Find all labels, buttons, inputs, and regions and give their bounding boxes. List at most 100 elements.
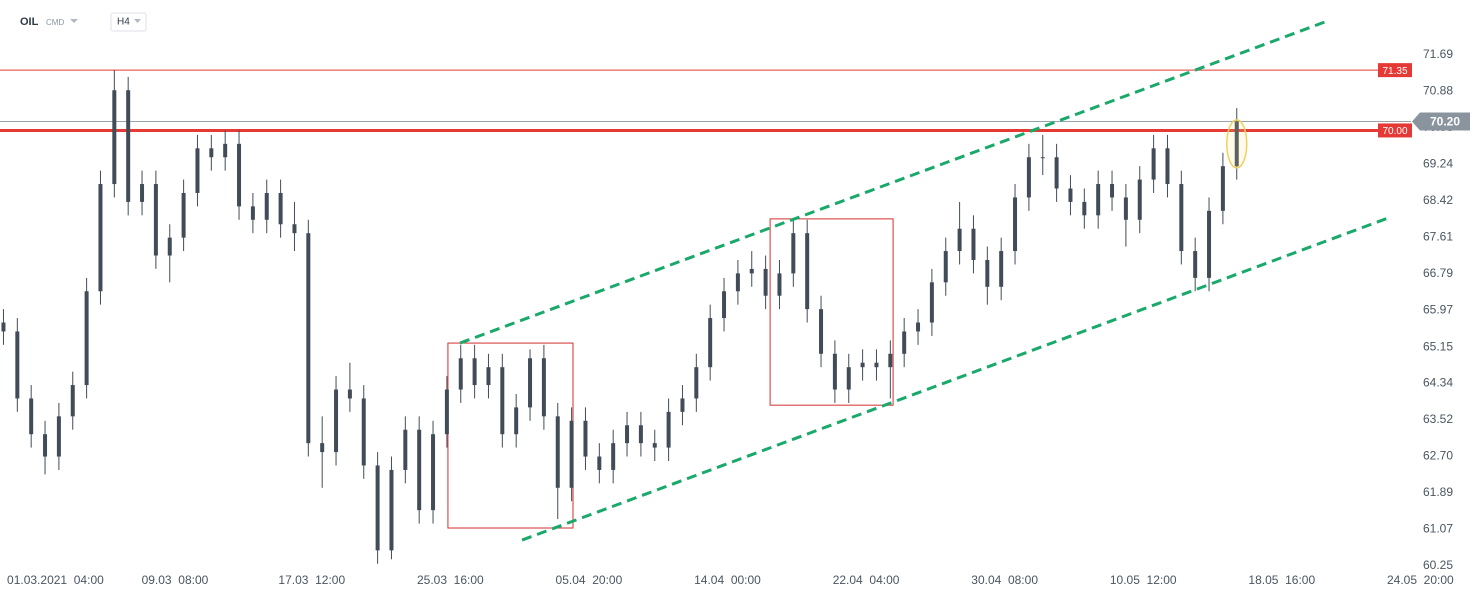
candle-body (1040, 157, 1045, 159)
candle-body (749, 268, 754, 274)
x-tick-label: 14.04 00:00 (694, 573, 761, 587)
dropdown-arrow[interactable] (70, 19, 78, 23)
candle-body (167, 237, 172, 256)
candle-body (680, 398, 685, 412)
candle-body (846, 367, 851, 390)
y-tick-label: 65.15 (1423, 339, 1453, 353)
candle-body (140, 184, 145, 202)
y-tick-label: 60.25 (1423, 558, 1453, 572)
candle-body (320, 443, 325, 453)
candle-body (652, 443, 657, 448)
x-tick-label: 17.03 12:00 (278, 573, 345, 587)
y-tick-label: 63.52 (1423, 412, 1453, 426)
candle-body (195, 148, 200, 193)
candle-body (43, 434, 48, 457)
x-tick-label: 24.05 20:00 (1387, 573, 1454, 587)
candle-body (126, 90, 131, 202)
candle-body (458, 358, 463, 390)
y-tick-label: 66.79 (1423, 266, 1453, 280)
y-tick-label: 68.42 (1423, 193, 1453, 207)
candle-body (916, 322, 921, 332)
y-tick-label: 67.61 (1423, 229, 1453, 243)
candle-body (486, 367, 491, 386)
y-tick-label: 65.97 (1423, 303, 1453, 317)
candle-body (597, 456, 602, 470)
candle-body (819, 309, 824, 354)
candle-body (334, 389, 339, 453)
candle-body (985, 259, 990, 287)
candle-body (1082, 201, 1087, 216)
candle-body (999, 251, 1004, 287)
candle-body (1220, 166, 1225, 211)
candle-body (500, 367, 505, 435)
candle-body (957, 228, 962, 252)
x-tick-label: 22.04 04:00 (833, 573, 900, 587)
candle-body (805, 233, 810, 310)
candle-body (929, 282, 934, 323)
x-tick-label: 05.04 20:00 (556, 573, 623, 587)
candle-body (1193, 251, 1198, 278)
y-tick-label: 71.69 (1423, 47, 1453, 61)
y-tick-label: 64.34 (1423, 375, 1453, 389)
x-tick-label: 01.03.2021 04:00 (7, 573, 104, 587)
candle-body (888, 353, 893, 368)
timeframe-button[interactable] (110, 12, 147, 32)
candle-body (708, 318, 713, 368)
candle-body (306, 233, 311, 444)
candle-body (153, 184, 158, 256)
candle-body (56, 416, 61, 457)
candle-body (403, 429, 408, 470)
candle-body (971, 228, 976, 260)
candle-body (528, 358, 533, 408)
x-tick-label: 18.05 16:00 (1248, 573, 1315, 587)
candle-body (694, 367, 699, 399)
level-tag-label: 70.00 (1382, 126, 1407, 137)
x-tick-label: 09.03 08:00 (142, 573, 209, 587)
candle-body (1179, 184, 1184, 252)
channel-line (521, 216, 1389, 542)
y-tick-label: 70.88 (1423, 83, 1453, 97)
candle-body (98, 184, 103, 292)
timeframe[interactable]: H4 (117, 17, 130, 28)
candle-body (611, 443, 616, 470)
candle-body (1110, 184, 1115, 198)
candle-body (722, 291, 727, 319)
candle-body (1068, 188, 1073, 202)
candle-body (84, 291, 89, 386)
candle-body (874, 362, 879, 368)
candle-body (112, 90, 117, 185)
candle-body (791, 233, 796, 274)
candle-body (569, 420, 574, 488)
candle-body (29, 398, 34, 435)
highlight-box (769, 218, 894, 406)
candle-body (514, 407, 519, 435)
candle-body (1026, 157, 1031, 198)
candle-body (832, 353, 837, 390)
symbol[interactable]: OIL (20, 16, 39, 28)
candle-body (278, 192, 283, 225)
candle-body (583, 420, 588, 457)
candle-body (541, 358, 546, 417)
candle-body (1165, 148, 1170, 185)
candle-body (1013, 197, 1018, 252)
dropdown-arrow[interactable] (134, 19, 141, 23)
candle-body (223, 143, 228, 158)
candle-body (237, 143, 242, 207)
candle-body (943, 251, 948, 283)
candle-body (1054, 157, 1059, 189)
candle-body (555, 416, 560, 488)
candle-body (347, 389, 352, 399)
x-tick-label: 25.03 16:00 (417, 573, 484, 587)
candle-body (209, 148, 214, 158)
level-tag-label: 71.35 (1382, 66, 1407, 77)
candle-body (1123, 197, 1128, 220)
highlight-ellipse (1226, 119, 1248, 169)
candle-body (735, 273, 740, 292)
candle-body (250, 206, 255, 220)
x-tick-label: 10.05 12:00 (1110, 573, 1177, 587)
candle-body (389, 469, 394, 551)
market: CMD (46, 18, 64, 27)
candle-body (70, 385, 75, 417)
candle-body (763, 268, 768, 296)
y-tick-label: 61.07 (1423, 522, 1453, 536)
